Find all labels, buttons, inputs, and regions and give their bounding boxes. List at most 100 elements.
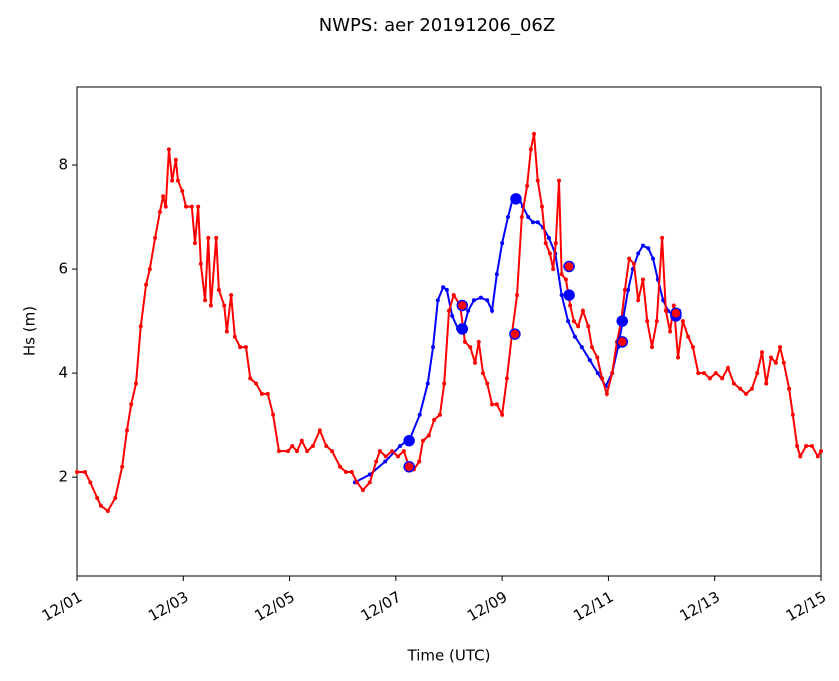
point	[390, 449, 395, 454]
point	[787, 386, 792, 391]
point	[222, 303, 227, 308]
point	[367, 480, 372, 485]
point	[773, 360, 778, 365]
point	[515, 293, 520, 298]
point	[317, 428, 322, 433]
point	[769, 355, 774, 360]
point	[490, 402, 495, 407]
y-tick-label: 6	[58, 260, 68, 278]
point	[568, 303, 573, 308]
point	[147, 267, 152, 272]
point	[731, 381, 736, 386]
point	[626, 287, 631, 292]
point	[113, 495, 118, 500]
point	[161, 194, 166, 199]
point	[441, 285, 446, 290]
point	[519, 215, 524, 220]
point	[383, 454, 388, 459]
point	[707, 376, 712, 381]
point	[795, 443, 800, 448]
point	[809, 443, 814, 448]
point	[589, 345, 594, 350]
point	[214, 235, 219, 240]
point	[435, 298, 440, 303]
point	[238, 345, 243, 350]
point	[815, 454, 820, 459]
point	[485, 298, 490, 303]
point	[781, 360, 786, 365]
point	[645, 319, 650, 324]
point	[425, 381, 430, 386]
point	[305, 449, 310, 454]
marker	[616, 336, 628, 348]
point	[462, 339, 467, 344]
point	[661, 298, 666, 303]
point	[528, 147, 533, 152]
point	[224, 329, 229, 334]
point	[271, 412, 276, 417]
point	[437, 412, 442, 417]
point	[420, 438, 425, 443]
point	[481, 371, 486, 376]
point	[680, 319, 685, 324]
point	[636, 298, 641, 303]
point	[778, 345, 783, 350]
point	[265, 391, 270, 396]
point	[579, 345, 584, 350]
point	[377, 449, 382, 454]
point	[738, 386, 743, 391]
point	[473, 360, 478, 365]
point	[208, 303, 213, 308]
point	[383, 459, 388, 464]
marker	[456, 299, 469, 312]
point	[572, 334, 577, 339]
point	[229, 293, 234, 298]
point	[559, 293, 564, 298]
point	[631, 261, 636, 266]
point	[500, 241, 505, 246]
point	[744, 391, 749, 396]
point	[310, 443, 315, 448]
chart-title: NWPS: aer 20191206_06Z	[319, 15, 555, 36]
marker	[510, 193, 522, 205]
point	[75, 469, 79, 474]
point	[198, 261, 203, 266]
point	[367, 472, 372, 477]
point	[559, 272, 564, 277]
point	[627, 256, 632, 261]
point	[535, 220, 540, 225]
point	[183, 204, 188, 209]
point	[566, 319, 571, 324]
point	[157, 209, 162, 214]
point	[651, 256, 656, 261]
point	[646, 246, 651, 251]
plot-frame	[76, 86, 822, 577]
point	[650, 345, 655, 350]
point	[360, 488, 365, 493]
point	[686, 334, 691, 339]
point	[755, 371, 760, 376]
point	[324, 443, 329, 448]
point	[540, 204, 544, 209]
point	[203, 298, 208, 303]
point	[133, 381, 138, 386]
point	[254, 381, 259, 386]
point	[98, 503, 103, 508]
point	[551, 267, 556, 272]
point	[173, 157, 178, 162]
point	[468, 345, 473, 350]
point	[120, 464, 125, 469]
point	[343, 469, 348, 474]
point	[243, 345, 248, 350]
point	[129, 402, 134, 407]
point	[95, 495, 100, 500]
point	[476, 339, 481, 344]
point	[417, 459, 422, 464]
point	[451, 293, 456, 298]
point	[547, 251, 552, 256]
point	[600, 376, 605, 381]
point	[259, 391, 264, 396]
point	[726, 365, 730, 370]
